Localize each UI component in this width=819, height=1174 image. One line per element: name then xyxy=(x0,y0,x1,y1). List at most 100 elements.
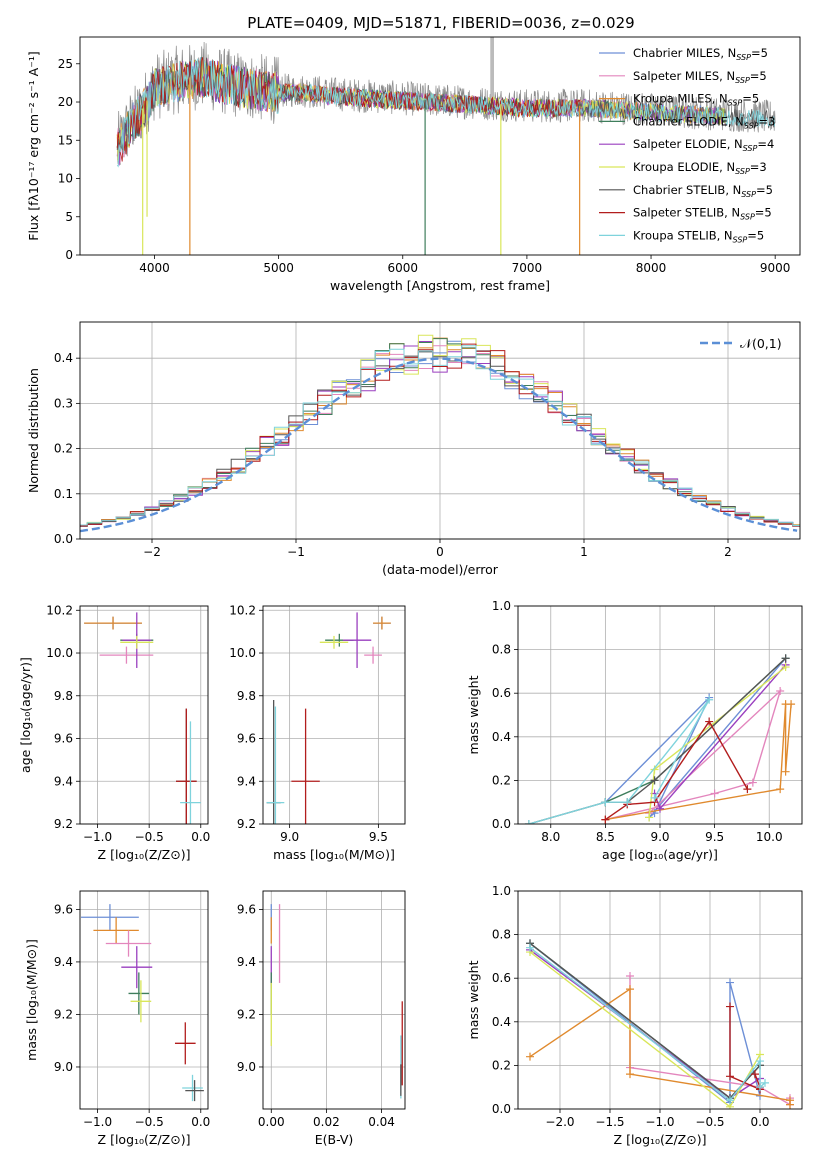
plot-area xyxy=(266,612,391,824)
x-axis-label: Z [log₁₀(Z/Z⊙)] xyxy=(98,1132,191,1147)
x-tick-label: 6000 xyxy=(387,261,418,275)
panel-mass-weight-vs-Z: −2.0 −1.5 −1.0 −0.5 0.0 0.0 0.2 0.4 0.6 0.8 1.0 Z [… xyxy=(466,884,803,1147)
axes-frame xyxy=(79,36,801,256)
x-tick-label: −2.0 xyxy=(545,1115,574,1129)
x-tick-label: −1.5 xyxy=(595,1115,624,1129)
legend-text: Salpeter STELIB, N xyxy=(633,206,740,220)
y-tick-label: 10.2 xyxy=(229,603,256,617)
x-tick-label: 0.02 xyxy=(313,1115,340,1129)
y-tick-label: 9.2 xyxy=(54,817,73,831)
legend-entry: Kroupa ELODIE, NSSP=3 xyxy=(633,160,767,176)
mass-weight-marker xyxy=(726,1096,734,1105)
legend-text: Kroupa ELODIE, N xyxy=(633,160,735,174)
mass-weight-marker xyxy=(601,798,610,807)
legend-subscript: SSP xyxy=(741,190,756,199)
axes-frame xyxy=(262,890,406,1110)
mass-weight-marker xyxy=(751,1070,759,1079)
mass-weight-marker xyxy=(526,1052,534,1061)
legend-subscript: SSP xyxy=(740,213,755,222)
panel-residual-hist: −2 −1 0 1 2 0.0 0.1 0.2 0.3 0.4 (data-model)/error… xyxy=(26,321,801,577)
y-tick-label: 9.2 xyxy=(237,1007,256,1021)
legend-suffix: =5 xyxy=(751,46,768,60)
legend-entry: Salpeter STELIB, NSSP=5 xyxy=(633,206,772,222)
legend-entry: Kroupa STELIB, NSSP=5 xyxy=(633,228,764,244)
y-tick-label: 0.2 xyxy=(492,773,511,787)
x-tick-label: −0.5 xyxy=(135,830,164,844)
y-tick-label: 0.6 xyxy=(492,971,511,985)
x-tick-label: −1.0 xyxy=(83,830,112,844)
x-tick-label: 0.0 xyxy=(750,1115,769,1129)
mass-weight-marker xyxy=(705,717,714,726)
y-tick-label: 10.0 xyxy=(46,646,73,660)
y-tick-label: 9.6 xyxy=(54,902,73,916)
mass-weight-marker xyxy=(756,1083,764,1092)
y-tick-label: 9.6 xyxy=(54,732,73,746)
y-tick-label: 9.6 xyxy=(237,902,256,916)
y-tick-label: 0.2 xyxy=(54,442,73,456)
y-tick-label: 9.4 xyxy=(237,774,256,788)
panel-mass-vs-Z: −1.0 −0.5 0.0 9.0 9.2 9.4 9.6 Z [log₁₀(Z/Z⊙)] ma… xyxy=(24,890,210,1147)
x-tick-label: 0.0 xyxy=(191,1115,210,1129)
normal-curve xyxy=(80,357,798,533)
mass-weight-marker xyxy=(705,695,714,704)
y-tick-label: 9.4 xyxy=(54,774,73,788)
figure-title: PLATE=0409, MJD=51871, FIBERID=0036, z=0… xyxy=(247,14,634,32)
y-tick-label: 1.0 xyxy=(492,884,511,898)
mass-weight-marker xyxy=(781,663,790,672)
y-tick-label: 0.0 xyxy=(492,817,511,831)
model-spectrum xyxy=(116,58,776,168)
y-tick-label: 0.1 xyxy=(54,487,73,501)
legend-entry: Chabrier ELODIE, NSSP=3 xyxy=(633,114,775,130)
legend-subscript: SSP xyxy=(733,235,748,244)
legend-entry: Salpeter ELODIE, NSSP=4 xyxy=(633,137,774,153)
histogram-series xyxy=(80,350,800,527)
axes-frame xyxy=(517,605,803,825)
panel-mass-vs-EBV: 0.00 0.02 0.04 9.0 9.2 9.4 9.6 E(B-V) xyxy=(237,890,406,1147)
plot-area xyxy=(84,612,201,824)
y-tick-label: 10.2 xyxy=(46,603,73,617)
y-tick-label: 15 xyxy=(58,133,73,147)
x-tick-label: 8.0 xyxy=(541,830,560,844)
mass-weight-marker xyxy=(526,943,534,952)
y-tick-label: 0.3 xyxy=(54,396,73,410)
x-tick-label: 0.0 xyxy=(191,830,210,844)
legend-text: Salpeter MILES, N xyxy=(633,69,735,83)
plot-area xyxy=(270,904,403,1099)
mass-weight-marker xyxy=(656,804,664,813)
y-tick-label: 10 xyxy=(58,172,73,186)
y-tick-label: 0.4 xyxy=(492,1015,511,1029)
y-tick-label: 9.4 xyxy=(237,955,256,969)
mass-weight-marker xyxy=(626,1070,634,1079)
mass-weight-marker xyxy=(626,972,634,981)
y-tick-label: 25 xyxy=(58,57,73,71)
y-axis-label: Normed distribution xyxy=(26,368,41,493)
mass-weight-marker xyxy=(776,785,785,794)
plot-area xyxy=(80,334,800,533)
axes-frame xyxy=(79,321,801,540)
mass-weight-marker xyxy=(726,1002,734,1011)
y-tick-label: 20 xyxy=(58,95,73,109)
x-tick-label: −1.0 xyxy=(83,1115,112,1129)
x-axis-label: E(B-V) xyxy=(315,1132,354,1147)
mass-weight-marker xyxy=(645,813,654,822)
plot-area xyxy=(81,904,204,1102)
x-tick-label: 8000 xyxy=(636,261,667,275)
x-axis-label: Z [log₁₀(Z/Z⊙)] xyxy=(98,847,191,862)
mass-weight-marker xyxy=(626,985,634,994)
legend-text: Chabrier ELODIE, N xyxy=(633,114,744,128)
y-tick-label: 9.0 xyxy=(237,1060,256,1074)
y-tick-label: 1.0 xyxy=(492,599,511,613)
x-axis-label: Z [log₁₀(Z/Z⊙)] xyxy=(614,1132,707,1147)
y-tick-label: 5 xyxy=(65,210,73,224)
mass-weight-marker xyxy=(761,1078,769,1087)
y-tick-label: 0.4 xyxy=(492,730,511,744)
x-tick-label: 9000 xyxy=(760,261,791,275)
legend-suffix: =5 xyxy=(747,228,764,242)
y-axis-label: mass weight xyxy=(466,960,481,1039)
axes-frame xyxy=(262,605,406,825)
y-tick-label: 0 xyxy=(65,248,73,262)
y-tick-label: 0.0 xyxy=(492,1102,511,1116)
y-axis-label: mass [log₁₀(M/M⊙)] xyxy=(24,939,39,1061)
y-tick-label: 0.0 xyxy=(54,532,73,546)
